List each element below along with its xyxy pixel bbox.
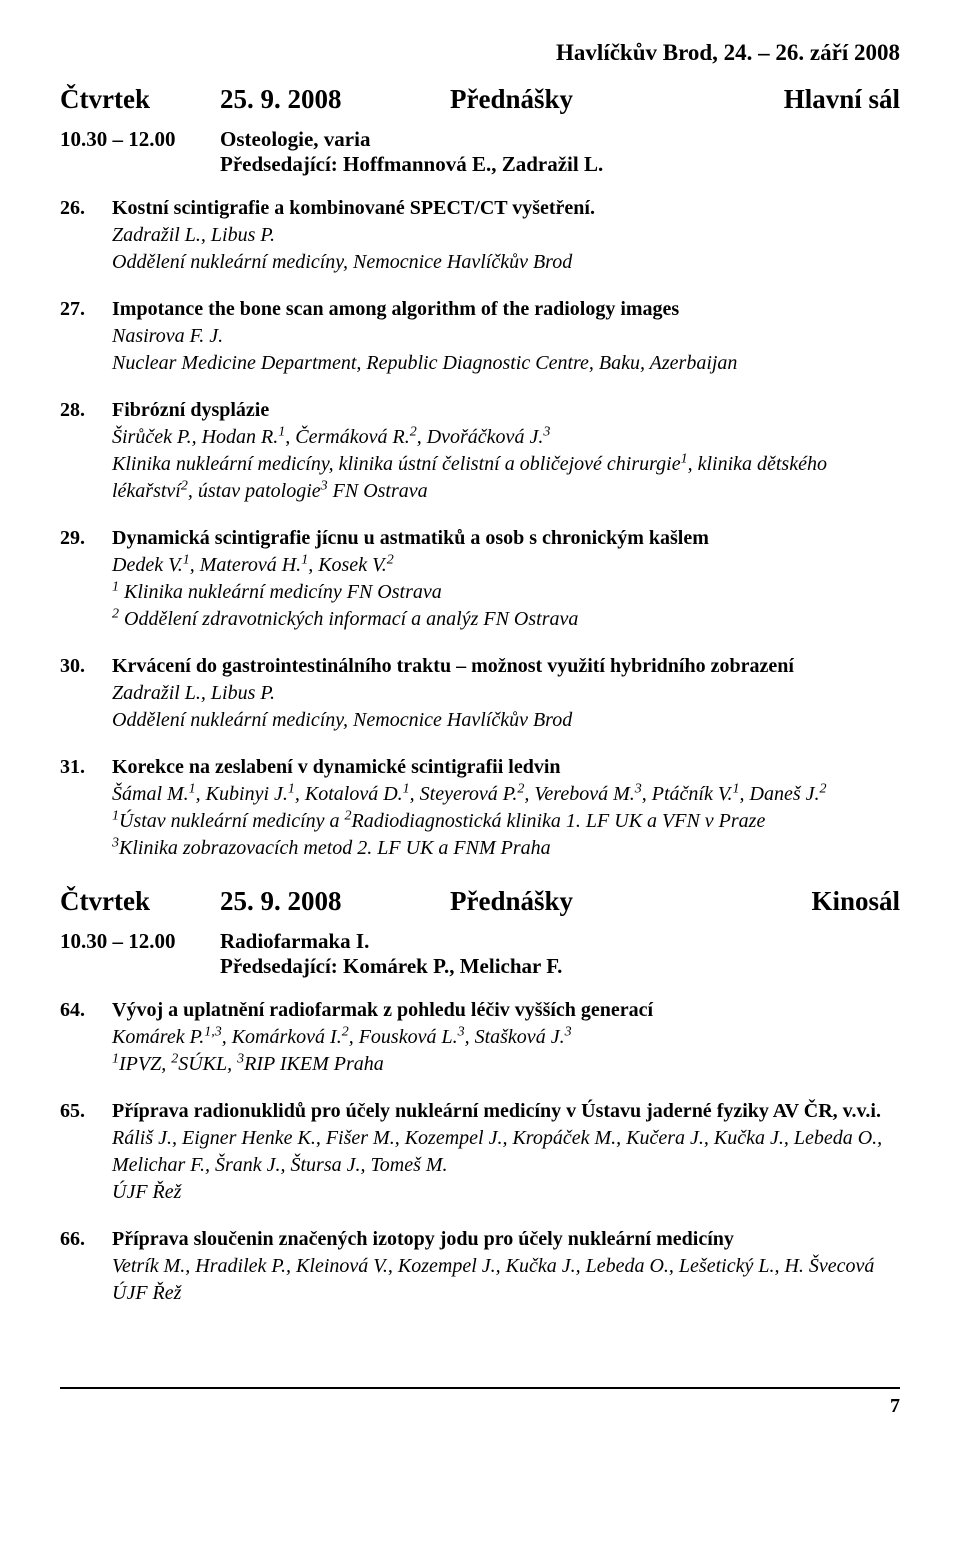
block-title: Radiofarmaka I.: [220, 929, 369, 954]
entry-title: Kostní scintigrafie a kombinované SPECT/…: [112, 195, 900, 222]
entry-number: 65.: [60, 1098, 112, 1206]
session-type: Přednášky: [450, 84, 784, 115]
program-entry: 26.Kostní scintigrafie a kombinované SPE…: [60, 195, 900, 276]
entry-affiliation: 1IPVZ, 2SÚKL, 3RIP IKEM Praha: [112, 1051, 900, 1078]
entry-body: Příprava radionuklidů pro účely nukleárn…: [112, 1098, 900, 1206]
program-entry: 64.Vývoj a uplatnění radiofarmak z pohle…: [60, 997, 900, 1078]
entry-number: 28.: [60, 397, 112, 505]
entry-authors: Ráliš J., Eigner Henke K., Fišer M., Koz…: [112, 1125, 900, 1179]
session-room: Kinosál: [811, 886, 900, 917]
entry-affiliation: ÚJF Řež: [112, 1280, 900, 1307]
header-location: Havlíčkův Brod, 24. – 26. září 2008: [60, 40, 900, 66]
session-room: Hlavní sál: [784, 84, 900, 115]
entry-affiliation: Nuclear Medicine Department, Republic Di…: [112, 350, 900, 377]
entry-number: 30.: [60, 653, 112, 734]
entry-title: Impotance the bone scan among algorithm …: [112, 296, 900, 323]
entry-affiliation: 1Ústav nukleární medicíny a 2Radiodiagno…: [112, 808, 900, 862]
entry-title: Korekce na zeslabení v dynamické scintig…: [112, 754, 900, 781]
block-header-2: 10.30 – 12.00 Radiofarmaka I. Předsedají…: [60, 929, 900, 979]
block-chair: Předsedající: Komárek P., Melichar F.: [220, 954, 900, 979]
entry-title: Fibrózní dysplázie: [112, 397, 900, 424]
entry-body: Dynamická scintigrafie jícnu u astmatiků…: [112, 525, 900, 633]
entry-authors: Vetrík M., Hradilek P., Kleinová V., Koz…: [112, 1253, 900, 1280]
entry-affiliation: Klinika nukleární medicíny, klinika ústn…: [112, 451, 900, 505]
entry-body: Krvácení do gastrointestinálního traktu …: [112, 653, 900, 734]
entry-number: 26.: [60, 195, 112, 276]
session-header-1: Čtvrtek 25. 9. 2008 Přednášky Hlavní sál: [60, 84, 900, 115]
session-date: 25. 9. 2008: [220, 886, 450, 917]
entry-number: 27.: [60, 296, 112, 377]
entry-body: Impotance the bone scan among algorithm …: [112, 296, 900, 377]
entries-list-2: 64.Vývoj a uplatnění radiofarmak z pohle…: [60, 997, 900, 1307]
entry-title: Příprava sloučenin značených izotopy jod…: [112, 1226, 900, 1253]
entry-authors: Zadražil L., Libus P.: [112, 222, 900, 249]
entry-number: 64.: [60, 997, 112, 1078]
entry-title: Dynamická scintigrafie jícnu u astmatiků…: [112, 525, 900, 552]
session-type: Přednášky: [450, 886, 811, 917]
footer-rule: [60, 1387, 900, 1389]
entry-affiliation: Oddělení nukleární medicíny, Nemocnice H…: [112, 249, 900, 276]
block-chair: Předsedající: Hoffmannová E., Zadražil L…: [220, 152, 900, 177]
session-date: 25. 9. 2008: [220, 84, 450, 115]
entry-body: Fibrózní dysplázieŠirůček P., Hodan R.1,…: [112, 397, 900, 505]
entry-number: 29.: [60, 525, 112, 633]
entry-body: Kostní scintigrafie a kombinované SPECT/…: [112, 195, 900, 276]
entry-title: Příprava radionuklidů pro účely nukleárn…: [112, 1098, 900, 1125]
entry-affiliation: Oddělení nukleární medicíny, Nemocnice H…: [112, 707, 900, 734]
program-entry: 29.Dynamická scintigrafie jícnu u astmat…: [60, 525, 900, 633]
entry-body: Vývoj a uplatnění radiofarmak z pohledu …: [112, 997, 900, 1078]
entry-authors: Šámal M.1, Kubinyi J.1, Kotalová D.1, St…: [112, 781, 900, 808]
entry-number: 66.: [60, 1226, 112, 1307]
entry-title: Vývoj a uplatnění radiofarmak z pohledu …: [112, 997, 900, 1024]
entry-authors: Komárek P.1,3, Komárková I.2, Fousková L…: [112, 1024, 900, 1051]
session-day: Čtvrtek: [60, 84, 220, 115]
entry-authors: Dedek V.1, Materová H.1, Kosek V.2: [112, 552, 900, 579]
page-number: 7: [60, 1395, 900, 1418]
program-entry: 30.Krvácení do gastrointestinálního trak…: [60, 653, 900, 734]
entries-list-1: 26.Kostní scintigrafie a kombinované SPE…: [60, 195, 900, 862]
entry-authors: Širůček P., Hodan R.1, Čermáková R.2, Dv…: [112, 424, 900, 451]
entry-affiliation: 1 Klinika nukleární medicíny FN Ostrava2…: [112, 579, 900, 633]
entry-body: Korekce na zeslabení v dynamické scintig…: [112, 754, 900, 862]
entry-authors: Nasirova F. J.: [112, 323, 900, 350]
program-entry: 28.Fibrózní dysplázieŠirůček P., Hodan R…: [60, 397, 900, 505]
program-entry: 66.Příprava sloučenin značených izotopy …: [60, 1226, 900, 1307]
block-title: Osteologie, varia: [220, 127, 370, 152]
block-header-1: 10.30 – 12.00 Osteologie, varia Předseda…: [60, 127, 900, 177]
entry-title: Krvácení do gastrointestinálního traktu …: [112, 653, 900, 680]
program-entry: 65.Příprava radionuklidů pro účely nukle…: [60, 1098, 900, 1206]
entry-body: Příprava sloučenin značených izotopy jod…: [112, 1226, 900, 1307]
program-entry: 31.Korekce na zeslabení v dynamické scin…: [60, 754, 900, 862]
page-container: Havlíčkův Brod, 24. – 26. září 2008 Čtvr…: [0, 0, 960, 1448]
block-time: 10.30 – 12.00: [60, 127, 220, 152]
block-time: 10.30 – 12.00: [60, 929, 220, 954]
session-header-2: Čtvrtek 25. 9. 2008 Přednášky Kinosál: [60, 886, 900, 917]
entry-number: 31.: [60, 754, 112, 862]
entry-authors: Zadražil L., Libus P.: [112, 680, 900, 707]
program-entry: 27.Impotance the bone scan among algorit…: [60, 296, 900, 377]
session-day: Čtvrtek: [60, 886, 220, 917]
entry-affiliation: ÚJF Řež: [112, 1179, 900, 1206]
